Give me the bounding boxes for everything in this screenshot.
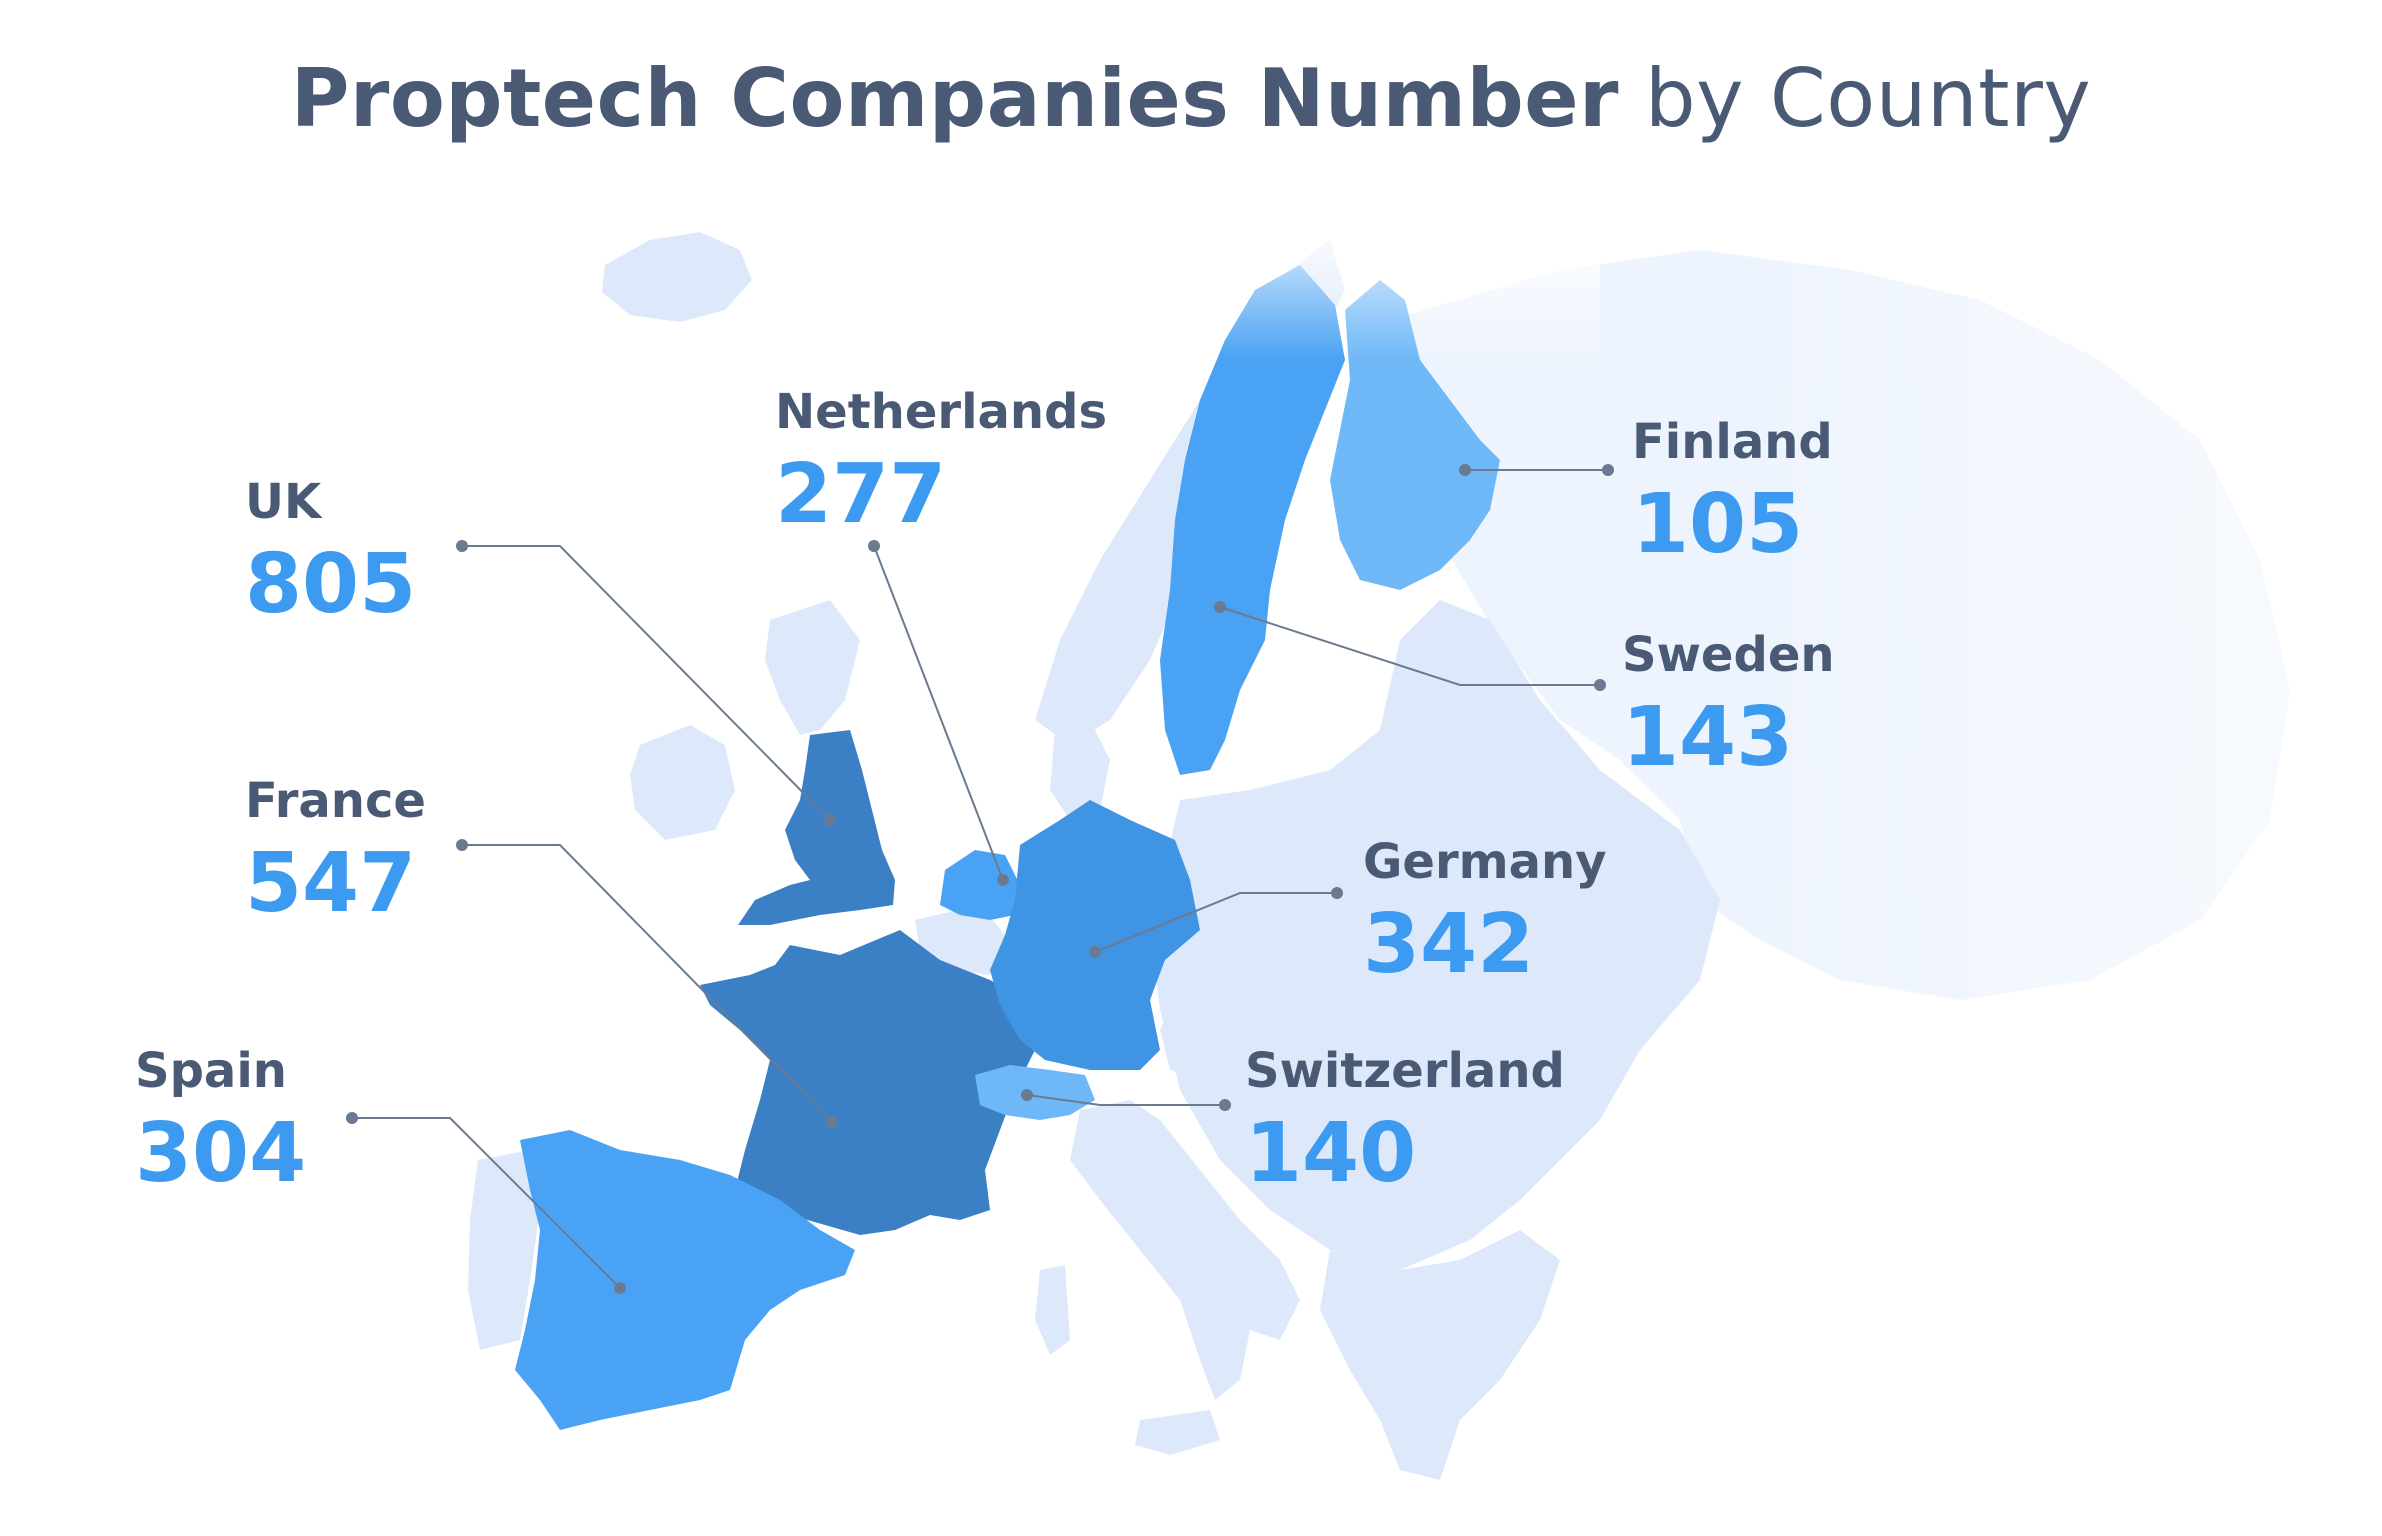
- germany-shape: [990, 800, 1200, 1070]
- country-name-sweden: Sweden: [1622, 627, 1835, 683]
- netherlands-shape: [940, 850, 1020, 920]
- label-france: France 547: [245, 777, 426, 925]
- spain-leader-line: [352, 1117, 621, 1289]
- eastern-europe: [1150, 600, 1720, 1270]
- belgium: [915, 905, 1005, 975]
- sicily: [1135, 1410, 1220, 1455]
- country-value-france: 547: [245, 836, 417, 931]
- country-name-germany: Germany: [1363, 834, 1607, 890]
- uk-shape: [738, 730, 895, 925]
- balkans: [1320, 1230, 1560, 1480]
- title-light: by Country: [1644, 52, 2092, 145]
- country-name-switzerland: Switzerland: [1245, 1043, 1565, 1099]
- title-bold: Proptech Companies Number: [290, 52, 1619, 145]
- austria-czech: [1160, 960, 1380, 1090]
- country-name-france: France: [245, 773, 426, 829]
- switzerland-shape: [975, 1065, 1095, 1120]
- label-switzerland: Switzerland 140: [1245, 1047, 1565, 1195]
- country-value-uk: 805: [245, 537, 417, 632]
- italy: [1070, 1100, 1300, 1400]
- label-germany: Germany 342: [1363, 838, 1607, 986]
- country-value-spain: 304: [135, 1106, 307, 1201]
- country-value-switzerland: 140: [1245, 1106, 1417, 1201]
- country-name-netherlands: Netherlands: [775, 384, 1108, 440]
- switzerland-leader-line: [1026, 1094, 1225, 1106]
- map-title: Proptech Companies Number by Country: [0, 52, 2382, 145]
- label-finland: Finland 105: [1632, 418, 1833, 566]
- country-value-finland: 105: [1632, 477, 1804, 572]
- label-netherlands: Netherlands 277: [775, 388, 1107, 536]
- france-shape: [700, 930, 1040, 1235]
- country-value-germany: 342: [1363, 897, 1535, 992]
- sweden-leader-line: [1219, 606, 1600, 686]
- country-name-spain: Spain: [135, 1043, 287, 1099]
- uk-leader-line: [462, 545, 831, 821]
- germany-leader-line: [1094, 892, 1337, 953]
- sweden-shape: [1160, 265, 1345, 775]
- country-name-finland: Finland: [1632, 414, 1833, 470]
- ireland: [630, 725, 735, 840]
- netherlands-leader-line: [873, 545, 1004, 881]
- country-value-netherlands: 277: [775, 447, 947, 542]
- country-value-sweden: 143: [1622, 690, 1794, 785]
- france-leader-line: [462, 844, 833, 1123]
- scotland: [765, 600, 860, 735]
- portugal: [468, 1150, 540, 1350]
- iceland: [602, 232, 752, 322]
- denmark: [1050, 720, 1110, 820]
- country-name-uk: UK: [245, 474, 322, 530]
- label-spain: Spain 304: [135, 1047, 306, 1195]
- sardinia: [1035, 1265, 1070, 1355]
- spain-shape: [515, 1130, 855, 1430]
- label-uk: UK 805: [245, 478, 416, 626]
- label-sweden: Sweden 143: [1622, 631, 1835, 779]
